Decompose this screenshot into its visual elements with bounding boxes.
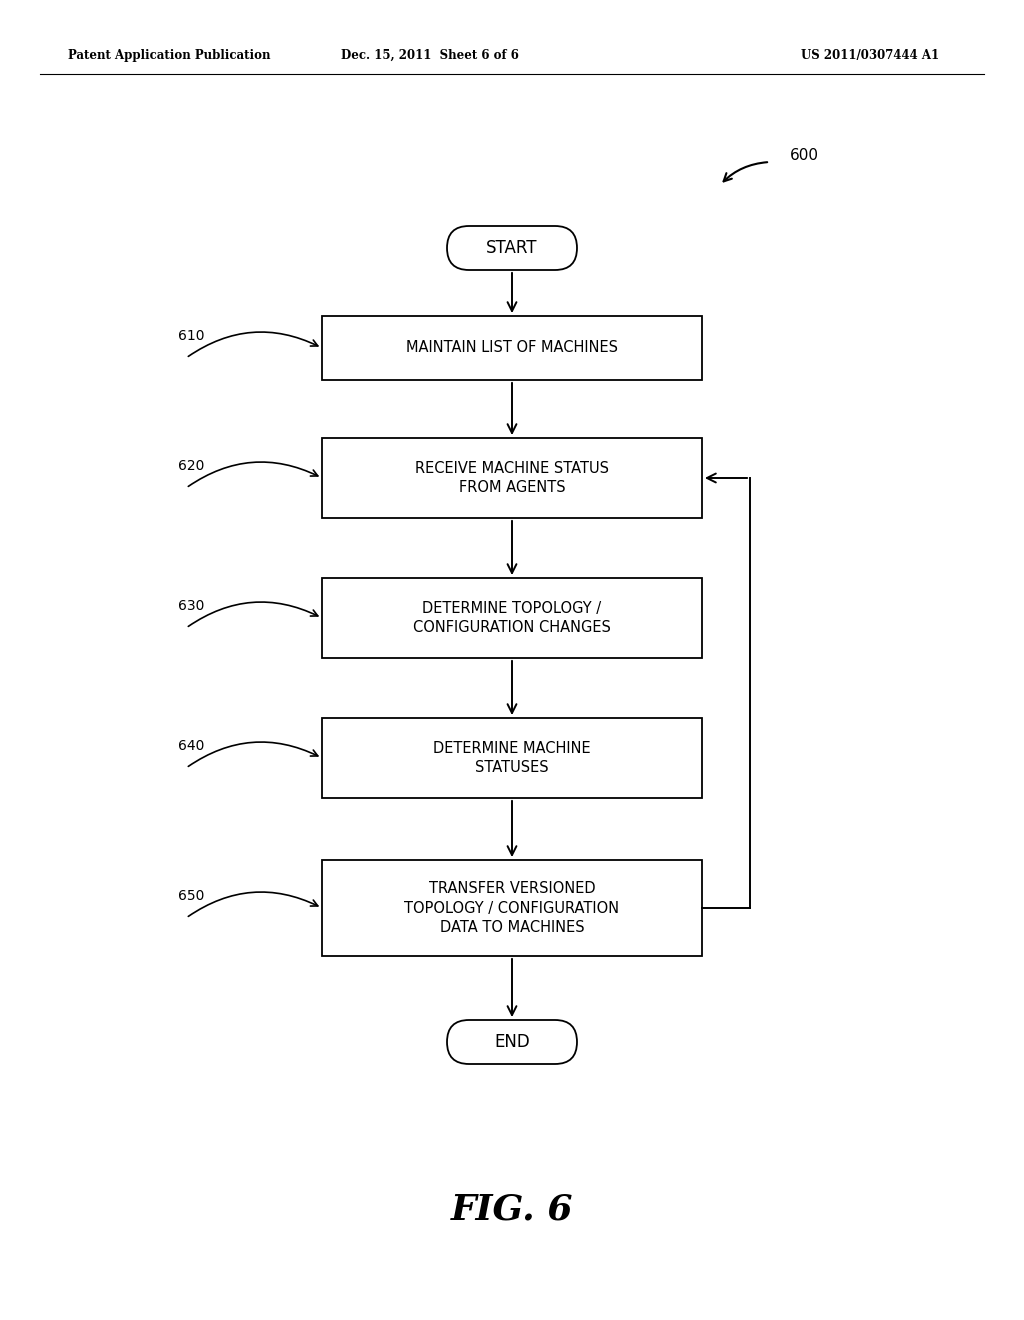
Text: TRANSFER VERSIONED
TOPOLOGY / CONFIGURATION
DATA TO MACHINES: TRANSFER VERSIONED TOPOLOGY / CONFIGURAT… — [404, 880, 620, 936]
Text: 600: 600 — [790, 148, 819, 162]
Text: 610: 610 — [178, 329, 205, 343]
FancyBboxPatch shape — [322, 315, 702, 380]
Text: Patent Application Publication: Patent Application Publication — [68, 49, 270, 62]
Text: RECEIVE MACHINE STATUS
FROM AGENTS: RECEIVE MACHINE STATUS FROM AGENTS — [415, 461, 609, 495]
FancyBboxPatch shape — [322, 578, 702, 657]
Text: Dec. 15, 2011  Sheet 6 of 6: Dec. 15, 2011 Sheet 6 of 6 — [341, 49, 519, 62]
Text: START: START — [486, 239, 538, 257]
FancyBboxPatch shape — [447, 1020, 577, 1064]
Text: 630: 630 — [178, 599, 205, 612]
FancyBboxPatch shape — [322, 861, 702, 956]
Text: DETERMINE MACHINE
STATUSES: DETERMINE MACHINE STATUSES — [433, 741, 591, 775]
Text: FIG. 6: FIG. 6 — [451, 1193, 573, 1228]
Text: 640: 640 — [178, 739, 205, 752]
Text: 650: 650 — [178, 888, 205, 903]
Text: END: END — [495, 1034, 529, 1051]
FancyBboxPatch shape — [322, 718, 702, 799]
FancyBboxPatch shape — [447, 226, 577, 271]
Text: DETERMINE TOPOLOGY /
CONFIGURATION CHANGES: DETERMINE TOPOLOGY / CONFIGURATION CHANG… — [413, 601, 611, 635]
FancyBboxPatch shape — [322, 438, 702, 517]
Text: MAINTAIN LIST OF MACHINES: MAINTAIN LIST OF MACHINES — [406, 341, 618, 355]
Text: US 2011/0307444 A1: US 2011/0307444 A1 — [801, 49, 939, 62]
Text: 620: 620 — [178, 459, 205, 473]
